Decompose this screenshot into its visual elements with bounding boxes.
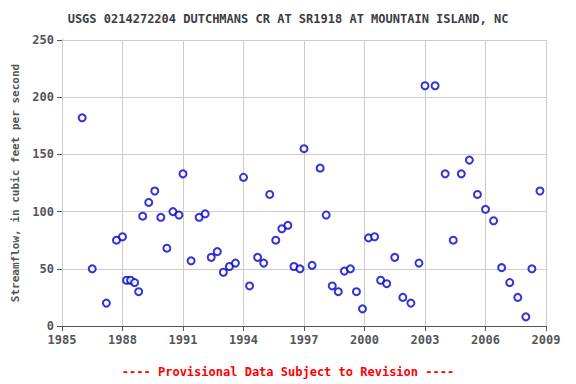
svg-text:0: 0 [47, 319, 54, 333]
svg-text:50: 50 [40, 262, 54, 276]
svg-text:1991: 1991 [169, 333, 198, 347]
svg-text:1997: 1997 [290, 333, 319, 347]
svg-text:200: 200 [32, 90, 54, 104]
svg-text:150: 150 [32, 147, 54, 161]
svg-text:2006: 2006 [471, 333, 500, 347]
svg-text:USGS 0214272204 DUTCHMANS CR A: USGS 0214272204 DUTCHMANS CR AT SR1918 A… [68, 12, 509, 26]
svg-text:---- Provisional Data Subject: ---- Provisional Data Subject to Revisio… [122, 365, 454, 379]
svg-text:1988: 1988 [108, 333, 137, 347]
svg-text:1994: 1994 [229, 333, 258, 347]
svg-text:250: 250 [32, 33, 54, 47]
svg-text:2009: 2009 [532, 333, 561, 347]
svg-text:2000: 2000 [350, 333, 379, 347]
svg-text:Streamflow, in cubic feet per: Streamflow, in cubic feet per second [9, 64, 22, 302]
svg-text:1985: 1985 [48, 333, 77, 347]
svg-text:100: 100 [32, 205, 54, 219]
svg-text:2003: 2003 [411, 333, 440, 347]
